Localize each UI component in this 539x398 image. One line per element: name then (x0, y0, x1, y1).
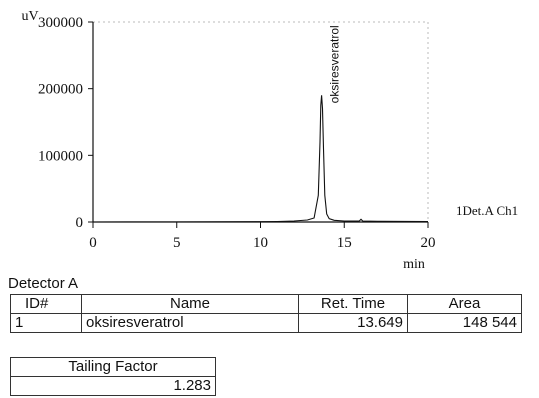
peak-label: oksiresveratrol (328, 25, 342, 103)
x-tick-label: 20 (421, 235, 436, 251)
x-tick-label: 10 (253, 235, 268, 251)
peak-table-header-row: ID# Name Ret. Time Area (10, 294, 522, 314)
y-tick-label: 0 (76, 215, 84, 231)
tailing-header: Tailing Factor (10, 357, 216, 377)
peak-table: ID# Name Ret. Time Area 1 oksiresveratro… (10, 294, 522, 333)
x-tick-label: 15 (337, 235, 352, 251)
detector-title: Detector A (8, 275, 79, 292)
y-tick-label: 100000 (38, 148, 83, 164)
channel-label: 1Det.A Ch1 (456, 203, 518, 218)
cell-ret-time: 13.649 (298, 313, 408, 333)
chromatogram-trace (92, 95, 429, 223)
x-tick-label: 5 (173, 235, 181, 251)
cell-id: 1 (10, 313, 82, 333)
y-tick-label: 200000 (38, 82, 83, 98)
tailing-value-row: 1.283 (10, 376, 216, 396)
x-tick-label: 0 (89, 235, 97, 251)
header-name: Name (81, 294, 299, 314)
cell-name: oksiresveratrol (81, 313, 299, 333)
tailing-factor-table: Tailing Factor 1.283 (10, 357, 216, 396)
header-area: Area (407, 294, 522, 314)
tailing-value: 1.283 (10, 376, 216, 396)
header-ret-time: Ret. Time (298, 294, 408, 314)
x-axis-unit: min (403, 257, 425, 272)
plot-frame (92, 21, 429, 223)
cell-area: 148 544 (407, 313, 522, 333)
table-row: 1 oksiresveratrol 13.649 148 544 (10, 313, 522, 333)
tailing-header-row: Tailing Factor (10, 357, 216, 377)
y-tick-label: 300000 (38, 15, 83, 31)
chromatogram-chart: 0 5 10 15 20 0 100000 200000 300000 uV min 1Det.… (21, 9, 518, 272)
y-axis-unit: uV (21, 9, 38, 24)
header-id: ID# (10, 294, 82, 314)
